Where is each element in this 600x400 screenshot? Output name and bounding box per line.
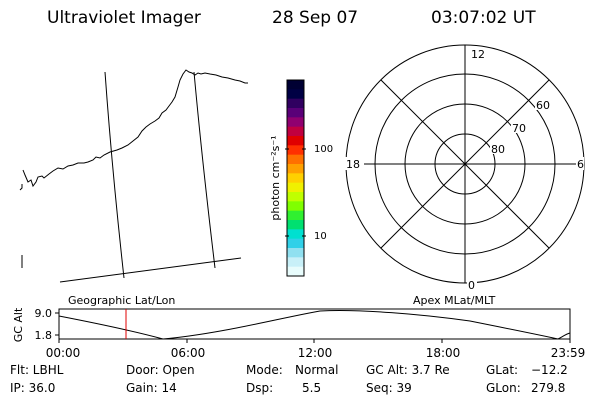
dsp-value: 5.5 (302, 381, 322, 395)
lat-label-80: 80 (491, 143, 505, 156)
y-tick-label-9: 9.0 (35, 307, 53, 320)
colorbar-segment (287, 201, 304, 212)
lat-label-70: 70 (512, 122, 526, 135)
x-tick-label: 18:00 (426, 346, 461, 360)
date-label: 28 Sep 07 (272, 8, 359, 28)
mlt-label-6: 6 (577, 158, 584, 171)
gc-alt-info: GC Alt: 3.7 Re (366, 363, 450, 377)
colorbar-frame (286, 79, 305, 277)
meridian-line (193, 71, 216, 269)
time-label: 03:07:02 UT (431, 8, 536, 28)
glon-label: GLon: (486, 381, 521, 395)
colorbar-segment (287, 108, 304, 118)
coastline (22, 69, 248, 188)
colorbar-segment (287, 238, 304, 249)
label-bg (576, 157, 584, 170)
coastline-fragment (19, 184, 23, 191)
colorbar-segment (287, 173, 304, 184)
colorbar-segment (287, 126, 304, 137)
colorbar-segment (287, 98, 304, 109)
door-info: Door: Open (126, 363, 195, 377)
mlt-label-12: 12 (471, 48, 485, 61)
x-tick-label: 06:00 (171, 346, 206, 360)
mlt-label-0: 0 (468, 279, 475, 292)
colorbar-segment (287, 117, 304, 128)
geographic-caption: Geographic Lat/Lon (68, 294, 175, 307)
colorbar-segment (287, 154, 304, 165)
colorbar-segment (287, 257, 304, 268)
colorbar-segment (287, 182, 304, 193)
polar-caption: Apex MLat/MLT (413, 294, 496, 307)
glat-label: GLat: (486, 363, 519, 377)
gain-info: Gain: 14 (126, 381, 177, 395)
filter-info: Flt: LBHL (10, 363, 64, 377)
colorbar-segment (287, 266, 304, 277)
colorbar-segment (287, 192, 304, 202)
colorbar-segment (287, 248, 304, 258)
x-tick-label: 23:59 (551, 346, 586, 360)
dsp-label: Dsp: (246, 381, 274, 395)
colorbar-segment (287, 136, 304, 146)
glon-value: 279.8 (531, 381, 566, 395)
mlt-label-18: 18 (346, 158, 360, 171)
lat-label-60: 60 (536, 99, 550, 112)
meridian-line (104, 71, 125, 279)
timeline-frame (58, 308, 571, 340)
instrument-title: Ultraviolet Imager (47, 8, 201, 28)
colorbar (286, 79, 305, 277)
label-bg (490, 142, 508, 154)
ip-info: IP: 36.0 (10, 381, 56, 395)
seq-info: Seq: 39 (366, 381, 412, 395)
timeline-ylabel: GC Alt (12, 307, 25, 342)
geographic-map (19, 69, 248, 283)
timeline-plot (55, 308, 571, 343)
label-bg (535, 98, 553, 110)
polar-plot (345, 44, 585, 284)
x-tick-label: 12:00 (298, 346, 333, 360)
colorbar-segment (287, 145, 304, 156)
colorbar-segment (287, 89, 304, 100)
colorbar-segment (287, 229, 304, 240)
horizon-curve (59, 257, 242, 283)
colorbar-segment (287, 164, 304, 174)
x-tick-label: 00:00 (46, 346, 81, 360)
polar-diagonal (380, 79, 550, 249)
colorbar-segment (287, 220, 304, 230)
colorbar-ticks (285, 148, 306, 237)
mode-value: Normal (295, 363, 339, 377)
colorbar-label: photon cm⁻²s⁻¹ (269, 135, 282, 220)
colorbar-segment (287, 80, 304, 90)
label-bg (511, 121, 529, 133)
colorbar-segment (287, 210, 304, 221)
glat-value: −12.2 (531, 363, 568, 377)
label-bg (344, 157, 364, 170)
y-tick-label-1-8: 1.8 (35, 329, 53, 342)
label-bg (467, 278, 477, 290)
mode-label: Mode: (246, 363, 283, 377)
label-bg (470, 47, 484, 60)
colorbar-tick-10: 10 (314, 231, 327, 242)
altitude-curve (58, 310, 571, 340)
colorbar-tick-100: 100 (314, 144, 333, 155)
